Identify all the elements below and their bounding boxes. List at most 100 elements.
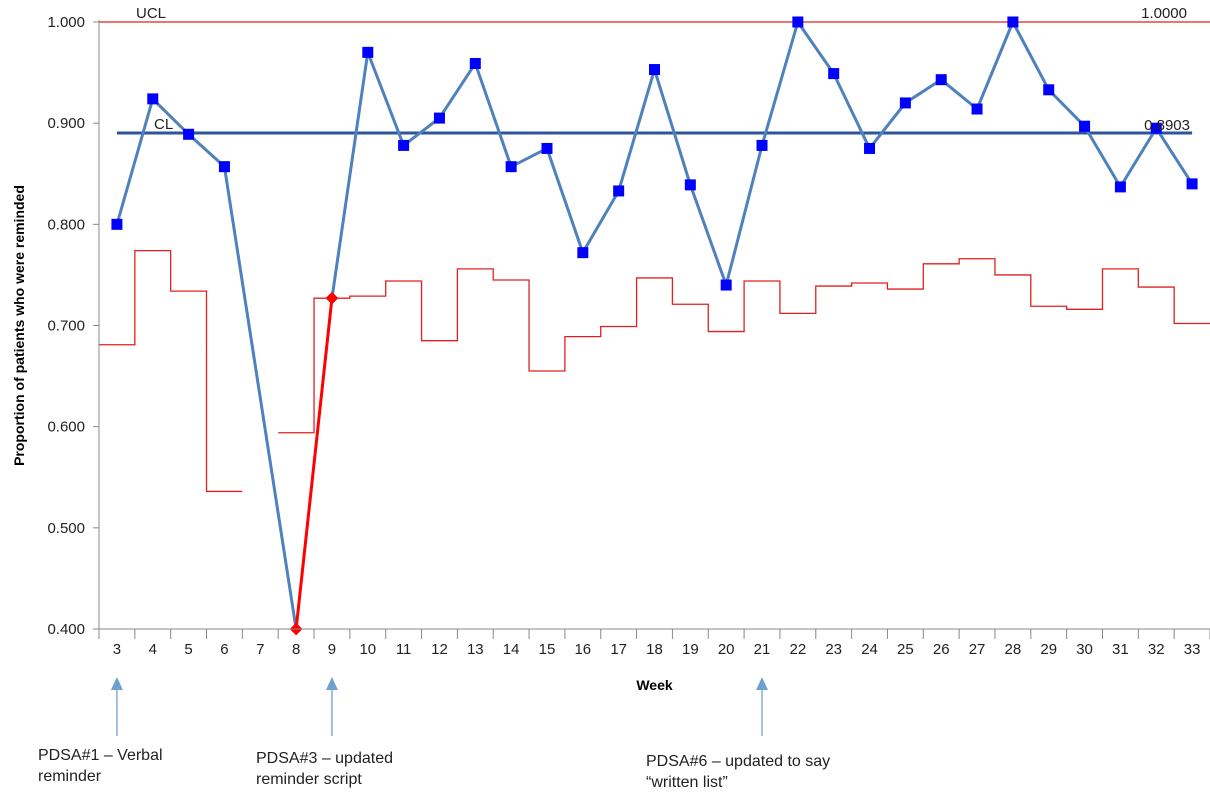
data-point xyxy=(505,161,517,173)
series-segment xyxy=(437,61,477,120)
annotation-arrow-head xyxy=(325,677,338,690)
x-tick-label: 9 xyxy=(328,641,336,658)
x-tick-label: 6 xyxy=(220,641,228,658)
series-segment xyxy=(545,146,585,255)
data-point xyxy=(971,103,983,115)
series-segment xyxy=(151,97,191,136)
x-tick-label: 29 xyxy=(1040,641,1057,658)
ucl-label: UCL xyxy=(136,5,166,22)
data-point xyxy=(935,74,947,86)
x-tick-label: 20 xyxy=(718,641,735,658)
series-segment xyxy=(330,50,370,300)
series-segment xyxy=(473,61,513,169)
annotation-arrow-head xyxy=(110,677,123,690)
series-segment xyxy=(796,20,836,76)
y-tick-label: 0.900 xyxy=(47,115,85,132)
series-segment xyxy=(581,189,621,255)
y-tick-label: 1.000 xyxy=(47,14,85,31)
y-tick-label: 0.500 xyxy=(47,520,85,537)
series-segment xyxy=(1047,88,1087,128)
x-tick-label: 11 xyxy=(396,641,412,658)
data-point xyxy=(362,46,374,58)
series-segment xyxy=(1154,126,1194,186)
data-point xyxy=(684,179,696,191)
data-point xyxy=(828,68,840,80)
x-tick-label: 32 xyxy=(1148,641,1165,658)
data-point xyxy=(792,16,804,28)
series-segment xyxy=(187,132,226,169)
series-segment xyxy=(868,101,907,150)
data-point xyxy=(183,128,195,140)
data-point xyxy=(147,93,159,105)
data-point-highlight xyxy=(325,291,339,305)
lcl-line xyxy=(278,258,1210,434)
y-axis-title: Proportion of patients who were reminded xyxy=(11,185,27,466)
data-point xyxy=(613,185,625,197)
series-segment xyxy=(975,20,1015,111)
data-point xyxy=(433,112,445,124)
annotation-arrow-head xyxy=(756,677,769,690)
y-tick-label: 0.700 xyxy=(47,318,85,335)
lcl-line xyxy=(99,249,243,493)
cl-value-label: 0.8903 xyxy=(1144,117,1190,134)
series-segment xyxy=(653,68,692,187)
series-segment xyxy=(1083,124,1122,189)
data-point xyxy=(864,142,876,154)
x-tick-label: 26 xyxy=(933,641,950,658)
x-tick-label: 7 xyxy=(256,641,264,658)
annotation-line: reminder xyxy=(38,768,102,785)
x-tick-label: 17 xyxy=(610,641,627,658)
annotation-pdsa6: PDSA#6 – updated to say “written list” xyxy=(646,751,830,793)
data-point xyxy=(541,142,553,154)
x-tick-label: 4 xyxy=(149,641,157,658)
series-segment-highlight xyxy=(294,296,334,631)
data-point xyxy=(1114,181,1126,193)
x-tick-label: 8 xyxy=(292,641,300,658)
series-segment xyxy=(760,20,800,147)
cl-label: CL xyxy=(154,116,173,133)
data-point xyxy=(469,57,481,69)
series-segment xyxy=(366,50,406,147)
x-tick-label: 19 xyxy=(682,641,699,658)
data-point xyxy=(899,97,911,109)
data-point xyxy=(720,279,732,291)
annotation-line: PDSA#1 – Verbal xyxy=(38,747,163,764)
y-tick-label: 0.800 xyxy=(47,216,85,233)
data-point xyxy=(1079,120,1091,132)
series-segment xyxy=(115,97,155,226)
series-segment xyxy=(903,78,943,105)
x-tick-label: 21 xyxy=(754,641,771,658)
x-tick-label: 15 xyxy=(539,641,556,658)
annotation-line: PDSA#3 – updated xyxy=(256,750,393,767)
data-point xyxy=(756,139,768,151)
x-axis-title: Week xyxy=(636,677,673,693)
series-segment xyxy=(222,165,298,631)
x-tick-label: 25 xyxy=(897,641,914,658)
annotation-line: reminder script xyxy=(256,771,362,788)
data-series xyxy=(111,16,1198,636)
control-limit-lines xyxy=(99,21,1210,493)
data-point xyxy=(1007,16,1019,28)
series-segment xyxy=(1011,20,1051,92)
x-tick-label: 33 xyxy=(1184,641,1201,658)
y-tick-label: 0.600 xyxy=(47,419,85,436)
annotation-pdsa1: PDSA#1 – Verbal reminder xyxy=(38,745,163,787)
x-tick-label: 22 xyxy=(790,641,807,658)
data-point xyxy=(649,64,660,76)
data-point xyxy=(1186,178,1198,190)
data-point xyxy=(1043,84,1055,96)
series-segment xyxy=(1118,126,1158,189)
x-tick-label: 13 xyxy=(467,641,484,658)
x-tick-label: 14 xyxy=(503,641,520,658)
x-tick-label: 16 xyxy=(574,641,591,658)
x-tick-label: 24 xyxy=(861,641,878,658)
x-tick-label: 3 xyxy=(113,641,121,658)
series-segment xyxy=(939,78,979,111)
x-tick-label: 31 xyxy=(1112,641,1129,658)
x-tick-label: 5 xyxy=(184,641,192,658)
data-point xyxy=(1150,122,1162,134)
series-segment xyxy=(402,116,441,147)
data-point xyxy=(111,218,123,230)
series-segment xyxy=(724,143,764,287)
